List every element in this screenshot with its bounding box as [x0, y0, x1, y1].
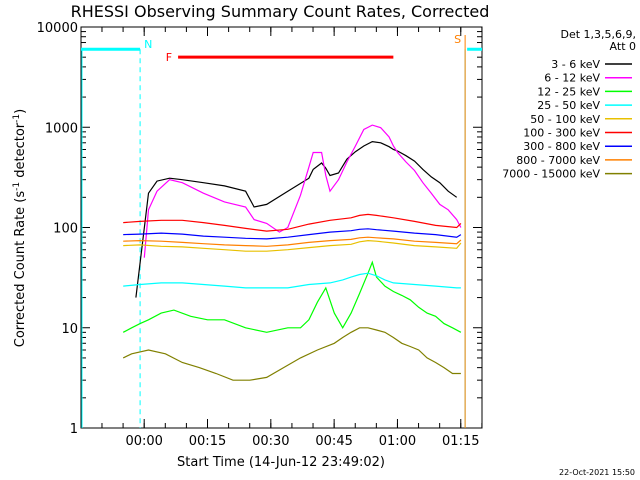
y-axis-ticks: 1 10 100 1000 10000	[37, 21, 482, 437]
y-axis-label-sup1: -1	[12, 182, 22, 191]
x-tick-label: 01:00	[379, 434, 416, 449]
annotations	[81, 35, 482, 428]
series-line-1	[135, 140, 458, 298]
legend-header: Det 1,3,5,6,9,	[560, 28, 636, 41]
chart-title: RHESSI Observing Summary Count Rates, Co…	[71, 2, 490, 21]
y-tick-label: 10000	[37, 21, 78, 36]
night-label: N	[144, 38, 152, 51]
saa-label: S	[454, 33, 461, 46]
flare-label: F	[166, 51, 172, 64]
y-axis-label-end: )	[13, 109, 28, 114]
legend-entry: 300 - 800 keV	[523, 140, 600, 153]
series-lines	[122, 124, 462, 381]
x-tick-label: 00:15	[189, 434, 226, 449]
legend-entry: 12 - 25 keV	[537, 85, 600, 98]
legend-entry: 50 - 100 keV	[530, 113, 600, 126]
y-axis-label-sup2: -1	[12, 114, 22, 123]
x-tick-label: 00:00	[125, 434, 162, 449]
series-line-9	[122, 327, 461, 381]
legend-header: Att 0	[610, 40, 636, 53]
x-tick-label: 01:15	[442, 434, 479, 449]
series-line-4	[123, 272, 461, 289]
legend-entry: 6 - 12 keV	[544, 72, 600, 85]
series-line-2	[143, 124, 462, 258]
x-tick-label: 00:45	[315, 434, 352, 449]
series-line-6	[123, 213, 462, 232]
x-axis-ticks: 00:00 00:15 00:30 00:45 01:00 01:15	[101, 27, 483, 449]
series-line-5	[123, 239, 462, 252]
legend-entry: 7000 - 15000 keV	[502, 168, 600, 181]
x-tick-label: 00:30	[252, 434, 289, 449]
legend-entry: 800 - 7000 keV	[516, 154, 600, 167]
y-axis-label-mid: detector	[13, 122, 28, 182]
x-axis-label: Start Time (14-Jun-12 23:49:02)	[177, 455, 385, 470]
y-axis-label: Corrected Count Rate (s-1 detector-1)	[12, 109, 28, 347]
legend-entry: 100 - 300 keV	[523, 127, 600, 140]
y-tick-label: 1000	[45, 121, 78, 136]
y-tick-label: 100	[53, 222, 78, 237]
y-axis-label-main: Corrected Count Rate (s	[13, 191, 28, 348]
legend-entry: 3 - 6 keV	[551, 58, 600, 71]
series-line-8	[123, 236, 462, 247]
generation-timestamp: 22-Oct-2021 15:50	[559, 468, 635, 477]
plot-frame	[80, 26, 483, 429]
y-tick-label: 1	[70, 422, 78, 437]
series-line-7	[123, 228, 462, 240]
series-line-3	[122, 260, 462, 333]
annotation-labels: N S F	[144, 33, 461, 64]
y-tick-label: 10	[61, 322, 78, 337]
legend-entry: 25 - 50 keV	[537, 99, 600, 112]
